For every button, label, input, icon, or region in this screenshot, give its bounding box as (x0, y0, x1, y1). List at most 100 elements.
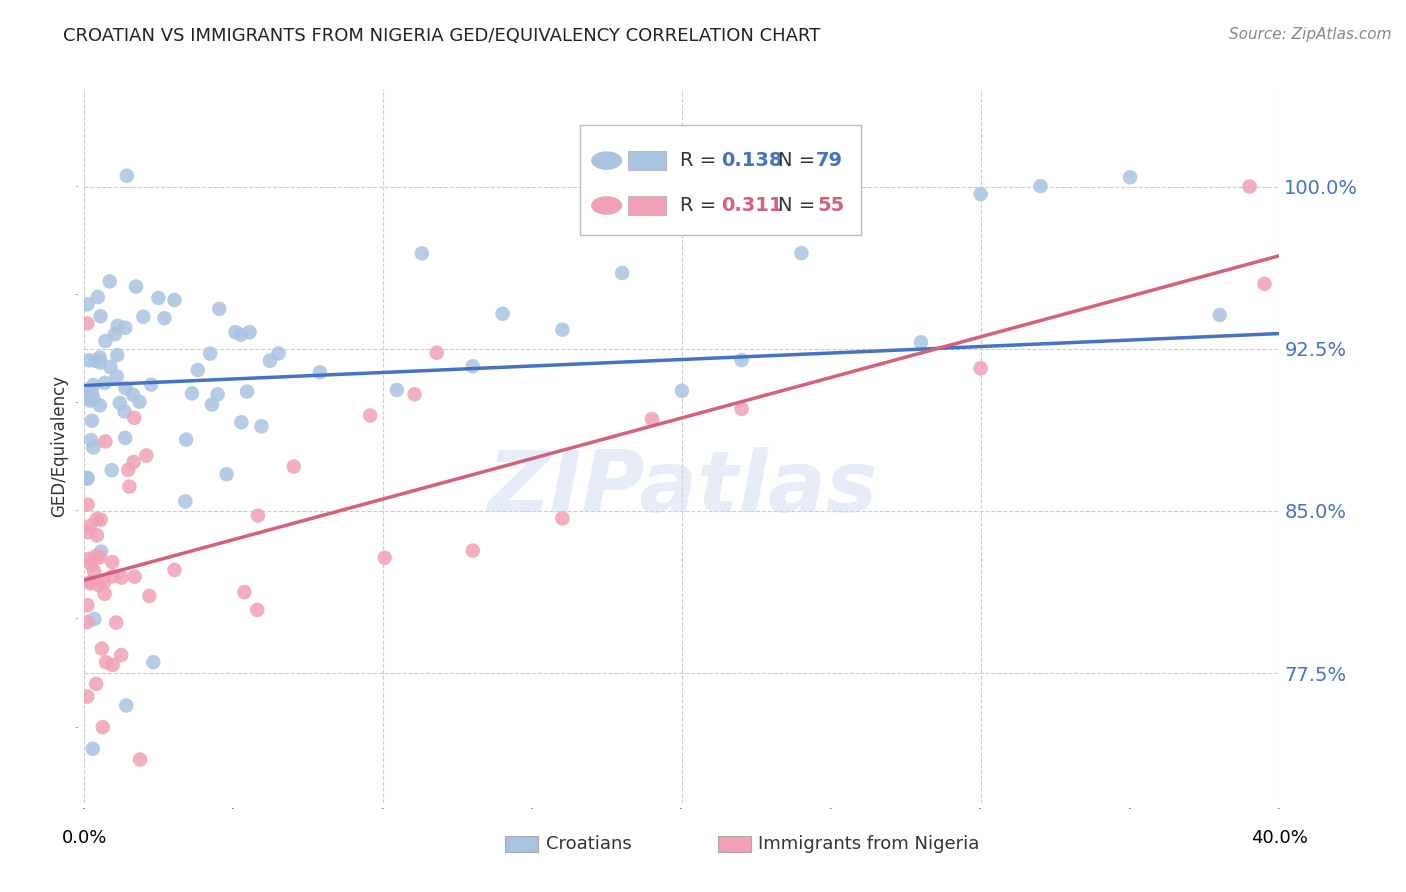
Point (641, 412, 664, 426)
Point (426, 345, 449, 359)
Point (118, 480, 141, 494)
Point (76, 498, 98, 512)
Point (90, 310, 112, 324)
Point (359, 409, 381, 423)
Text: 0.311: 0.311 (721, 196, 783, 215)
Point (461, 359, 484, 374)
Point (89, 550, 111, 565)
Text: 40.0%: 40.0% (1251, 829, 1308, 847)
Point (89, 351, 111, 365)
Point (76, 598, 98, 612)
Point (910, 335, 932, 350)
Point (122, 388, 145, 402)
Point (198, 346, 221, 360)
Bar (628, 152, 666, 169)
Point (267, 346, 290, 360)
Point (94, 655, 117, 669)
Point (1253, 277, 1275, 291)
Text: Immigrants from Nigeria: Immigrants from Nigeria (758, 835, 980, 853)
Point (90, 513, 112, 527)
Circle shape (591, 152, 623, 169)
Point (201, 398, 224, 412)
Point (105, 615, 128, 630)
Text: N =: N = (778, 196, 821, 215)
Point (236, 384, 259, 399)
Point (91, 720, 114, 734)
Bar (628, 196, 666, 215)
Point (138, 589, 160, 603)
Point (153, 311, 176, 326)
Point (246, 603, 269, 617)
Circle shape (591, 196, 623, 215)
Point (90, 356, 112, 370)
Point (79, 393, 101, 408)
Point (84, 353, 107, 368)
Point (90, 544, 112, 558)
Point (82, 378, 104, 392)
Point (87, 578, 110, 592)
Point (790, 246, 813, 260)
Point (84, 677, 107, 691)
Point (110, 648, 132, 662)
Point (83, 392, 105, 406)
Point (100, 463, 122, 477)
Point (970, 187, 993, 202)
Point (114, 320, 136, 334)
Point (82, 441, 104, 455)
Point (83, 612, 105, 626)
Point (80, 386, 103, 401)
Point (115, 698, 138, 713)
Point (492, 307, 515, 321)
Point (94, 376, 117, 390)
Point (76, 690, 98, 704)
Point (233, 585, 256, 599)
Text: CROATIAN VS IMMIGRANTS FROM NIGERIA GED/EQUIVALENCY CORRELATION CHART: CROATIAN VS IMMIGRANTS FROM NIGERIA GED/… (63, 27, 821, 45)
Text: ZIPatlas: ZIPatlas (486, 447, 877, 531)
Point (77, 353, 100, 368)
Point (105, 348, 128, 362)
Text: N =: N = (778, 151, 821, 170)
Text: Source: ZipAtlas.com: Source: ZipAtlas.com (1229, 27, 1392, 42)
Point (76, 472, 98, 486)
Point (174, 433, 197, 447)
Point (110, 571, 132, 585)
Point (98, 359, 121, 374)
Point (374, 550, 396, 565)
Point (231, 415, 253, 429)
Point (125, 279, 148, 293)
Point (76, 317, 98, 331)
Point (224, 325, 246, 339)
Point (1119, 170, 1142, 185)
Point (117, 463, 139, 477)
Point (104, 327, 127, 342)
Point (79, 519, 101, 533)
Point (76, 391, 98, 405)
Text: 55: 55 (817, 196, 844, 215)
Point (80, 414, 103, 428)
Point (98, 274, 121, 288)
Point (551, 323, 574, 337)
Point (129, 753, 152, 767)
Point (1029, 179, 1052, 194)
Point (86, 512, 108, 526)
Point (79, 576, 101, 591)
Point (250, 419, 273, 434)
Point (259, 353, 281, 368)
Point (80, 575, 103, 590)
Point (108, 396, 131, 410)
Point (181, 386, 204, 401)
Point (94, 334, 117, 348)
Point (238, 325, 260, 339)
Bar (505, 837, 538, 852)
Point (207, 387, 229, 401)
Point (671, 384, 693, 398)
Point (215, 467, 238, 482)
Point (128, 394, 150, 409)
Point (309, 365, 332, 379)
Point (148, 291, 170, 305)
Point (80, 433, 103, 447)
Point (208, 301, 231, 316)
Point (101, 657, 124, 672)
Text: R =: R = (679, 151, 723, 170)
Point (970, 361, 993, 376)
